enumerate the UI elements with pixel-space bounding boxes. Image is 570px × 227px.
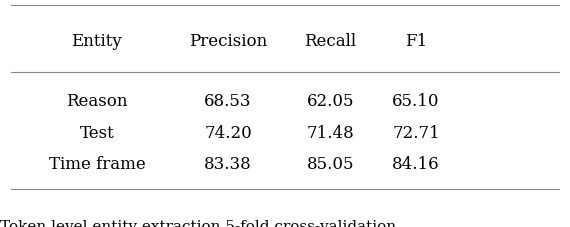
Text: Precision: Precision — [189, 32, 267, 49]
Text: Time frame: Time frame — [48, 155, 145, 173]
Text: 71.48: 71.48 — [307, 124, 355, 141]
Text: 85.05: 85.05 — [307, 155, 355, 173]
Text: 72.71: 72.71 — [392, 124, 440, 141]
Text: Reason: Reason — [66, 93, 128, 110]
Text: Recall: Recall — [304, 32, 357, 49]
Text: 84.16: 84.16 — [392, 155, 440, 173]
Text: F1: F1 — [405, 32, 428, 49]
Text: Entity: Entity — [71, 32, 123, 49]
Text: 83.38: 83.38 — [204, 155, 252, 173]
Text: 68.53: 68.53 — [204, 93, 252, 110]
Text: Token level entity extraction 5-fold cross-validation: Token level entity extraction 5-fold cro… — [0, 219, 396, 227]
Text: 74.20: 74.20 — [204, 124, 252, 141]
Text: 62.05: 62.05 — [307, 93, 355, 110]
Text: Test: Test — [80, 124, 114, 141]
Text: 65.10: 65.10 — [392, 93, 440, 110]
